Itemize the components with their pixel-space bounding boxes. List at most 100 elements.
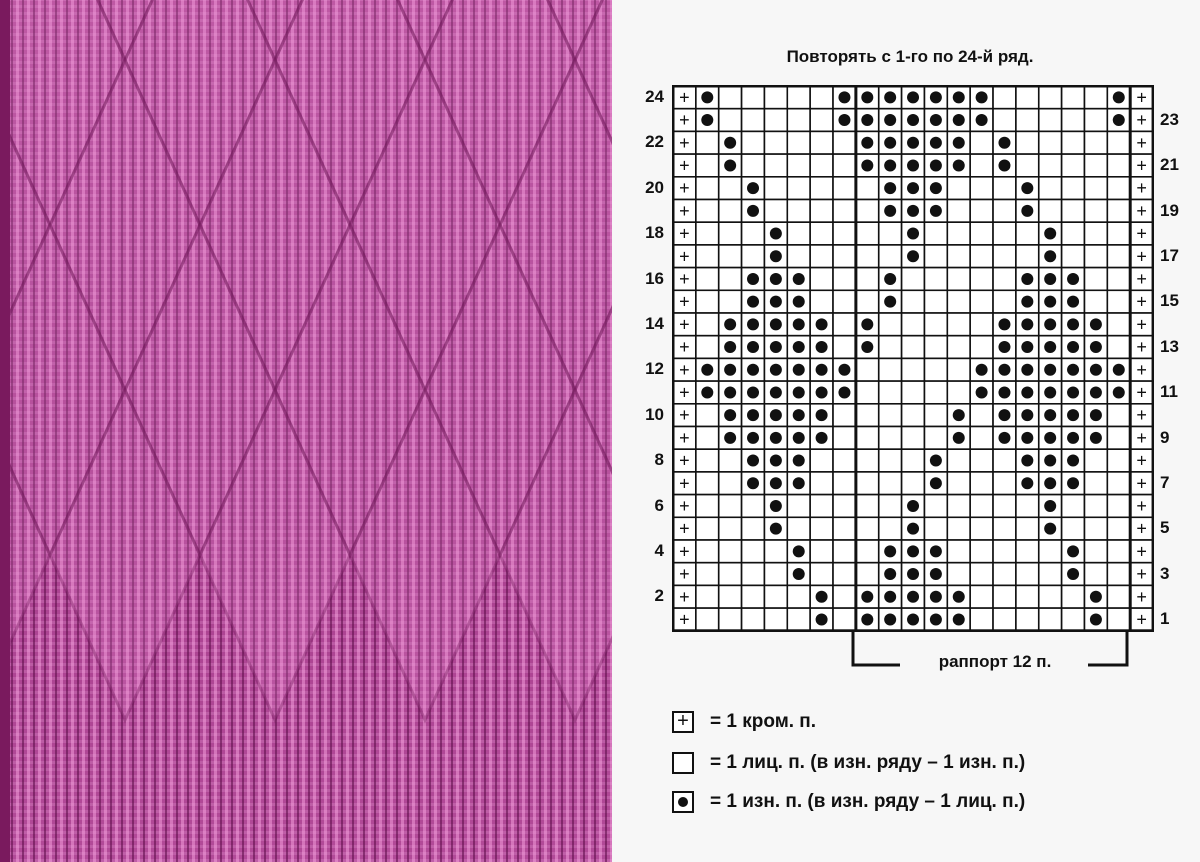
purl-dot-icon [929,204,942,217]
knit-stitch-cell [717,85,743,110]
knit-diamond-shape [546,0,604,64]
knit-stitch-cell [809,130,834,155]
knit-stitch-cell [992,607,1017,632]
purl-stitch-cell [740,380,766,405]
purl-stitch-cell [1083,584,1109,609]
knit-stitch-cell [1060,607,1086,632]
purl-dot-icon [1021,204,1034,217]
purl-dot-icon [815,386,828,399]
plus-icon: + [1136,246,1147,266]
purl-stitch-cell [786,357,811,382]
knit-stitch-cell [877,448,903,473]
knit-stitch-cell [1015,539,1040,564]
knit-diamond-shape [246,0,304,64]
purl-dot-icon [998,386,1011,399]
plus-icon: + [1136,133,1147,153]
knitting-chart-grid: + ++ ++ ++ ++ ++ ++ ++ ++ ++ ++ ++ ++ ++ ++ ++ ++ ++ ++ ++ +… [672,85,1154,632]
purl-dot-icon [1112,114,1125,127]
purl-dot-icon [1021,431,1034,444]
purl-stitch-cell [740,425,766,451]
purl-dot-icon [907,250,920,263]
knit-stitch-cell [1015,107,1040,133]
plus-icon: + [679,564,690,584]
purl-dot-icon [1089,613,1102,626]
knit-stitch-cell [740,107,766,133]
knit-stitch-cell [992,584,1017,609]
knit-stitch-cell [855,425,880,451]
knit-stitch-cell [832,561,857,587]
knit-stitch-symbol-icon [672,752,694,774]
knit-stitch-cell [740,153,766,178]
knit-stitch-cell [809,221,834,246]
purl-stitch-cell [1083,334,1109,360]
plus-icon: + [679,201,690,221]
knit-stitch-cell [717,176,743,201]
knit-stitch-cell [855,176,880,201]
knit-stitch-cell [900,357,926,382]
purl-dot-icon [861,91,874,104]
purl-dot-icon [1112,363,1125,376]
purl-dot-icon [907,136,920,149]
knit-stitch-cell [969,561,994,587]
knit-stitch-cell [1106,312,1131,337]
row-number-label: 23 [1160,109,1179,129]
plus-icon: + [679,405,690,425]
purl-stitch-cell [900,107,926,133]
knit-stitch-cell [969,244,994,269]
purl-dot-icon [792,272,805,285]
knit-stitch-cell [763,607,789,632]
plus-icon: + [1136,473,1147,493]
knit-stitch-cell [969,425,994,451]
purl-dot-icon [907,114,920,127]
purl-dot-icon [1067,545,1080,558]
purl-stitch-cell [717,380,743,405]
purl-stitch-cell [1037,312,1063,337]
edge-stitch-cell: + [1129,244,1154,269]
purl-stitch-cell [900,244,926,269]
purl-stitch-cell [923,607,949,632]
knit-stitch-cell [923,221,949,246]
purl-stitch-cell [1037,471,1063,496]
purl-dot-icon [884,613,897,626]
knitted-sample-photo [0,0,612,862]
purl-stitch-cell [809,607,834,632]
purl-stitch-cell [900,130,926,155]
purl-dot-icon [884,272,897,285]
knit-diamond-shape [198,56,352,394]
purl-stitch-cell [786,289,811,314]
purl-dot-icon [701,91,714,104]
purl-dot-icon [792,477,805,490]
purl-dot-icon [769,499,782,512]
purl-stitch-cell [1037,380,1063,405]
knit-stitch-cell [1037,176,1063,201]
row-number-label: 2 [654,586,664,606]
plus-icon: + [679,428,690,448]
plus-icon: + [679,133,690,153]
edge-stitch-cell: + [1129,584,1154,609]
purl-dot-icon [792,454,805,467]
knit-stitch-cell [809,539,834,564]
knit-stitch-cell [809,561,834,587]
purl-dot-icon [884,159,897,172]
purl-stitch-cell [855,107,880,133]
knit-stitch-cell [1060,85,1086,110]
knit-stitch-cell [855,516,880,541]
knit-diamond-shape [10,463,52,647]
purl-stitch-cell [992,425,1017,451]
knit-stitch-cell [855,448,880,473]
purl-dot-icon [952,409,965,422]
knit-stitch-cell [1106,221,1131,246]
purl-dot-icon [861,318,874,331]
edge-stitch-cell: + [672,380,697,405]
purl-stitch-cell [763,402,789,428]
knit-stitch-cell [695,312,720,337]
purl-dot-icon [1112,386,1125,399]
purl-stitch-cell [786,380,811,405]
knit-stitch-cell [992,516,1017,541]
purl-dot-icon [952,159,965,172]
knit-stitch-cell [695,334,720,360]
plus-icon: + [1136,269,1147,289]
edge-stitch-cell: + [672,539,697,564]
purl-dot-icon [815,613,828,626]
row-number-label: 14 [645,314,664,333]
